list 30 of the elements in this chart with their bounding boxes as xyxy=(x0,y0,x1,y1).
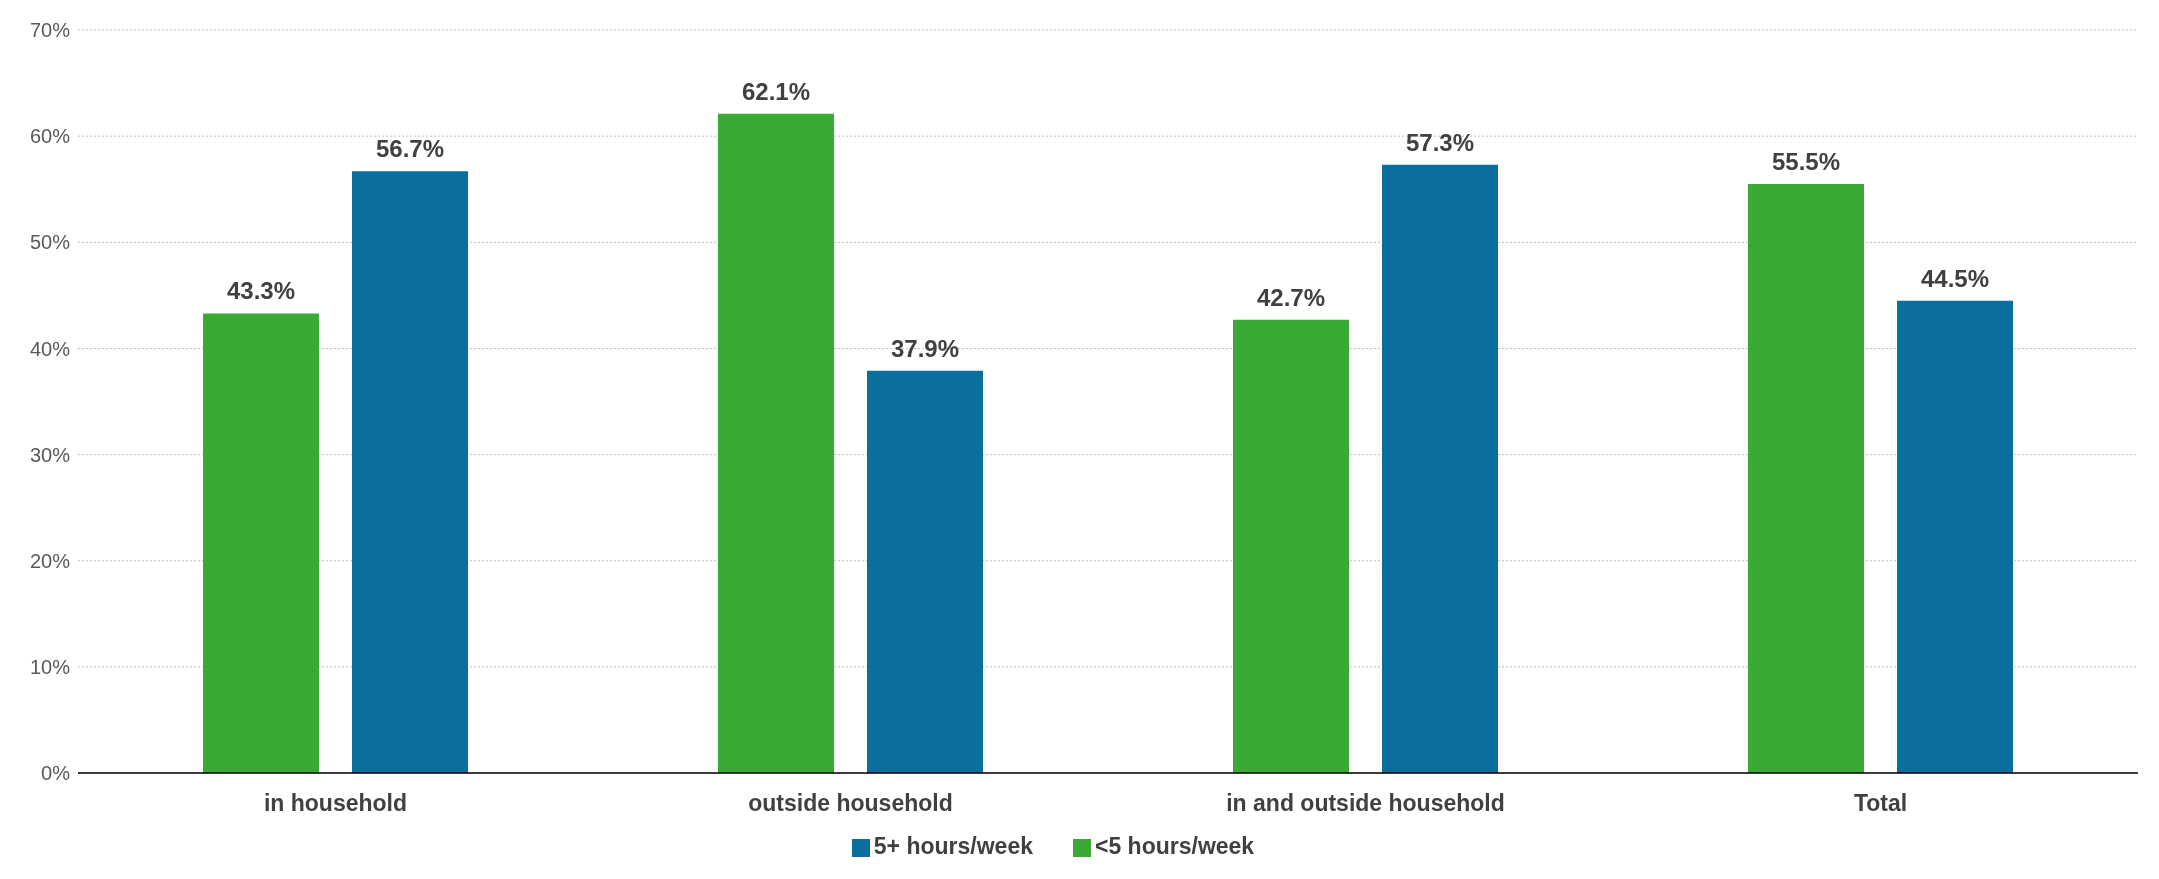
bar xyxy=(1382,164,1498,773)
y-tick-label: 30% xyxy=(29,443,71,466)
y-tick-label: 10% xyxy=(29,655,71,678)
y-tick-label: 70% xyxy=(29,19,71,42)
x-tick-label: outside household xyxy=(748,790,953,817)
y-tick-label: 40% xyxy=(29,337,71,360)
bar xyxy=(352,171,468,773)
bar xyxy=(1233,319,1349,773)
x-tick-label: in and outside household xyxy=(1226,790,1505,817)
x-tick-label: Total xyxy=(1853,790,1908,817)
data-label: 55.5% xyxy=(1771,147,1841,175)
data-label: 62.1% xyxy=(741,77,811,105)
y-tick-label: 50% xyxy=(29,231,71,254)
data-label: 44.5% xyxy=(1920,264,1990,292)
bar xyxy=(1748,183,1864,773)
data-label: 57.3% xyxy=(1405,128,1475,156)
legend-label: 5+ hours/week xyxy=(873,833,1033,859)
bar xyxy=(718,113,834,773)
y-tick-label: 60% xyxy=(29,125,71,148)
bar xyxy=(1897,300,2013,773)
legend-label: <5 hours/week xyxy=(1095,833,1255,859)
y-tick-label: 20% xyxy=(29,549,71,572)
bar xyxy=(203,313,319,773)
data-label: 43.3% xyxy=(226,277,296,305)
y-tick-label: 0% xyxy=(41,762,71,785)
data-label: 37.9% xyxy=(890,334,960,362)
data-label: 56.7% xyxy=(375,135,445,163)
bar xyxy=(867,370,983,773)
data-label: 42.7% xyxy=(1256,283,1326,311)
x-tick-label: in household xyxy=(263,790,408,817)
